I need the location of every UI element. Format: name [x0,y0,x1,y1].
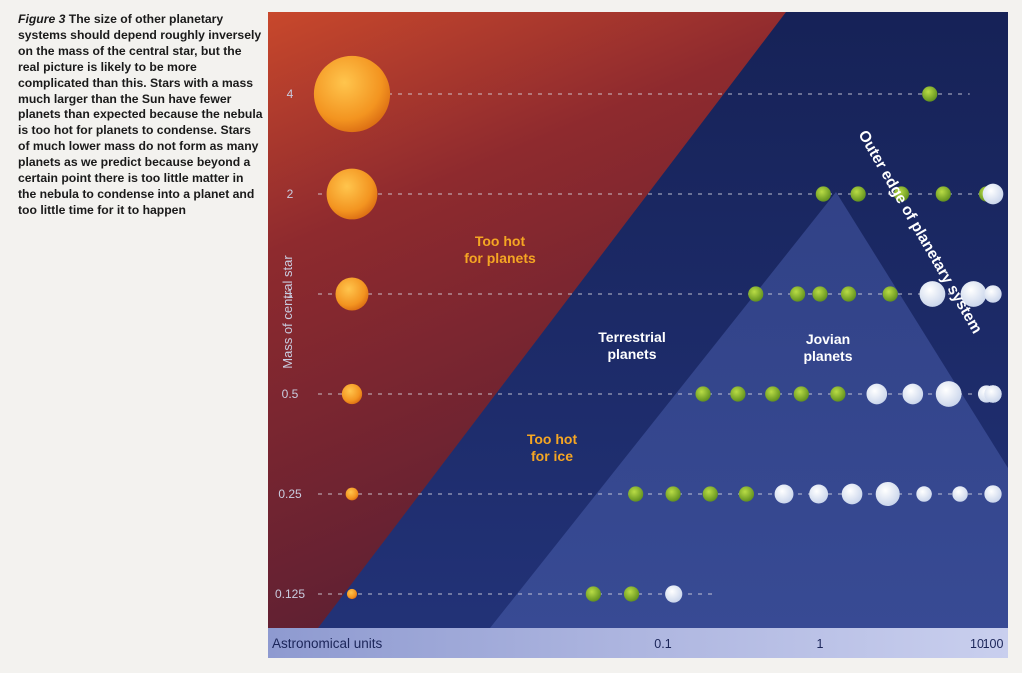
terrestrial-planet [840,286,857,302]
terrestrial-planet [730,386,746,402]
central-star [326,168,378,220]
y-tick-label: 0.25 [278,487,302,501]
terrestrial-planet [922,86,938,102]
jovian-planet [952,486,968,502]
region-label-line: planets [803,348,852,364]
y-tick-label: 2 [287,187,294,201]
figure-caption: Figure 3 The size of other planetary sys… [18,12,263,219]
region-label-too-hot-ice: Too hot for ice [527,431,578,464]
jovian-planet [866,383,888,405]
x-axis-bar [268,628,1008,658]
jovian-planet [875,481,900,507]
jovian-planet [902,383,924,405]
jovian-planet [984,385,1002,403]
terrestrial-planet [748,286,764,302]
terrestrial-planet [935,186,951,202]
region-label-line: for planets [464,250,536,266]
x-tick-label: 100 [983,637,1004,651]
terrestrial-planet [695,386,711,402]
jovian-planet [960,281,987,307]
terrestrial-planet [665,486,681,502]
central-star [341,383,363,405]
terrestrial-planet [793,386,809,402]
caption-text: The size of other planetary systems shou… [18,12,263,217]
x-tick-label: 10 [970,637,984,651]
jovian-planet [809,484,829,504]
y-axis-label: Mass of central star [280,255,295,369]
y-tick-label: 4 [287,87,294,101]
region-label-line: Too hot [475,233,526,249]
jovian-planet [665,585,683,603]
terrestrial-planet [585,586,601,602]
y-tick-label: 0.125 [275,587,305,601]
region-label-jovian: Jovian planets [803,331,852,364]
jovian-planet [916,486,932,502]
region-label-too-hot-planets-1: Too hot for planets [464,233,536,266]
jovian-planet [841,483,863,505]
region-label-line: for ice [531,448,573,464]
terrestrial-planet [882,286,898,302]
central-star [313,55,391,133]
jovian-planet [984,285,1002,303]
region-label-line: Terrestrial [598,329,665,345]
terrestrial-planet [850,186,866,202]
terrestrial-planet [812,286,828,302]
terrestrial-planet [738,486,755,502]
terrestrial-planet [815,186,831,202]
terrestrial-planet [702,486,718,502]
jovian-planet [774,484,794,504]
terrestrial-planet [623,586,640,602]
y-tick-label: 0.5 [282,387,299,401]
region-label-line: planets [607,346,656,362]
terrestrial-planet [790,286,806,302]
terrestrial-planet [830,386,846,402]
figure-label: Figure 3 [18,12,66,26]
x-tick-label: 0.1 [654,637,671,651]
jovian-planet [984,485,1002,503]
x-tick-label: 1 [817,637,824,651]
jovian-planet [935,381,962,407]
region-label-line: Too hot [527,431,578,447]
central-star [345,487,359,501]
terrestrial-planet [765,386,781,402]
central-star [335,277,369,311]
x-axis-label: Astronomical units [272,636,383,651]
terrestrial-planet [628,486,644,502]
planetary-systems-diagram: Too hot for planets Too hot for ice Terres… [268,12,1008,658]
jovian-planet [982,183,1004,205]
region-label-line: Jovian [806,331,850,347]
central-star [346,588,358,600]
hot-region [268,12,786,628]
region-label-terrestrial: Terrestrial planets [598,329,665,362]
y-tick-label: 1 [287,287,294,301]
planetary-system-triangle [490,192,1008,628]
jovian-planet [919,281,946,307]
terrestrial-planet [893,186,910,202]
